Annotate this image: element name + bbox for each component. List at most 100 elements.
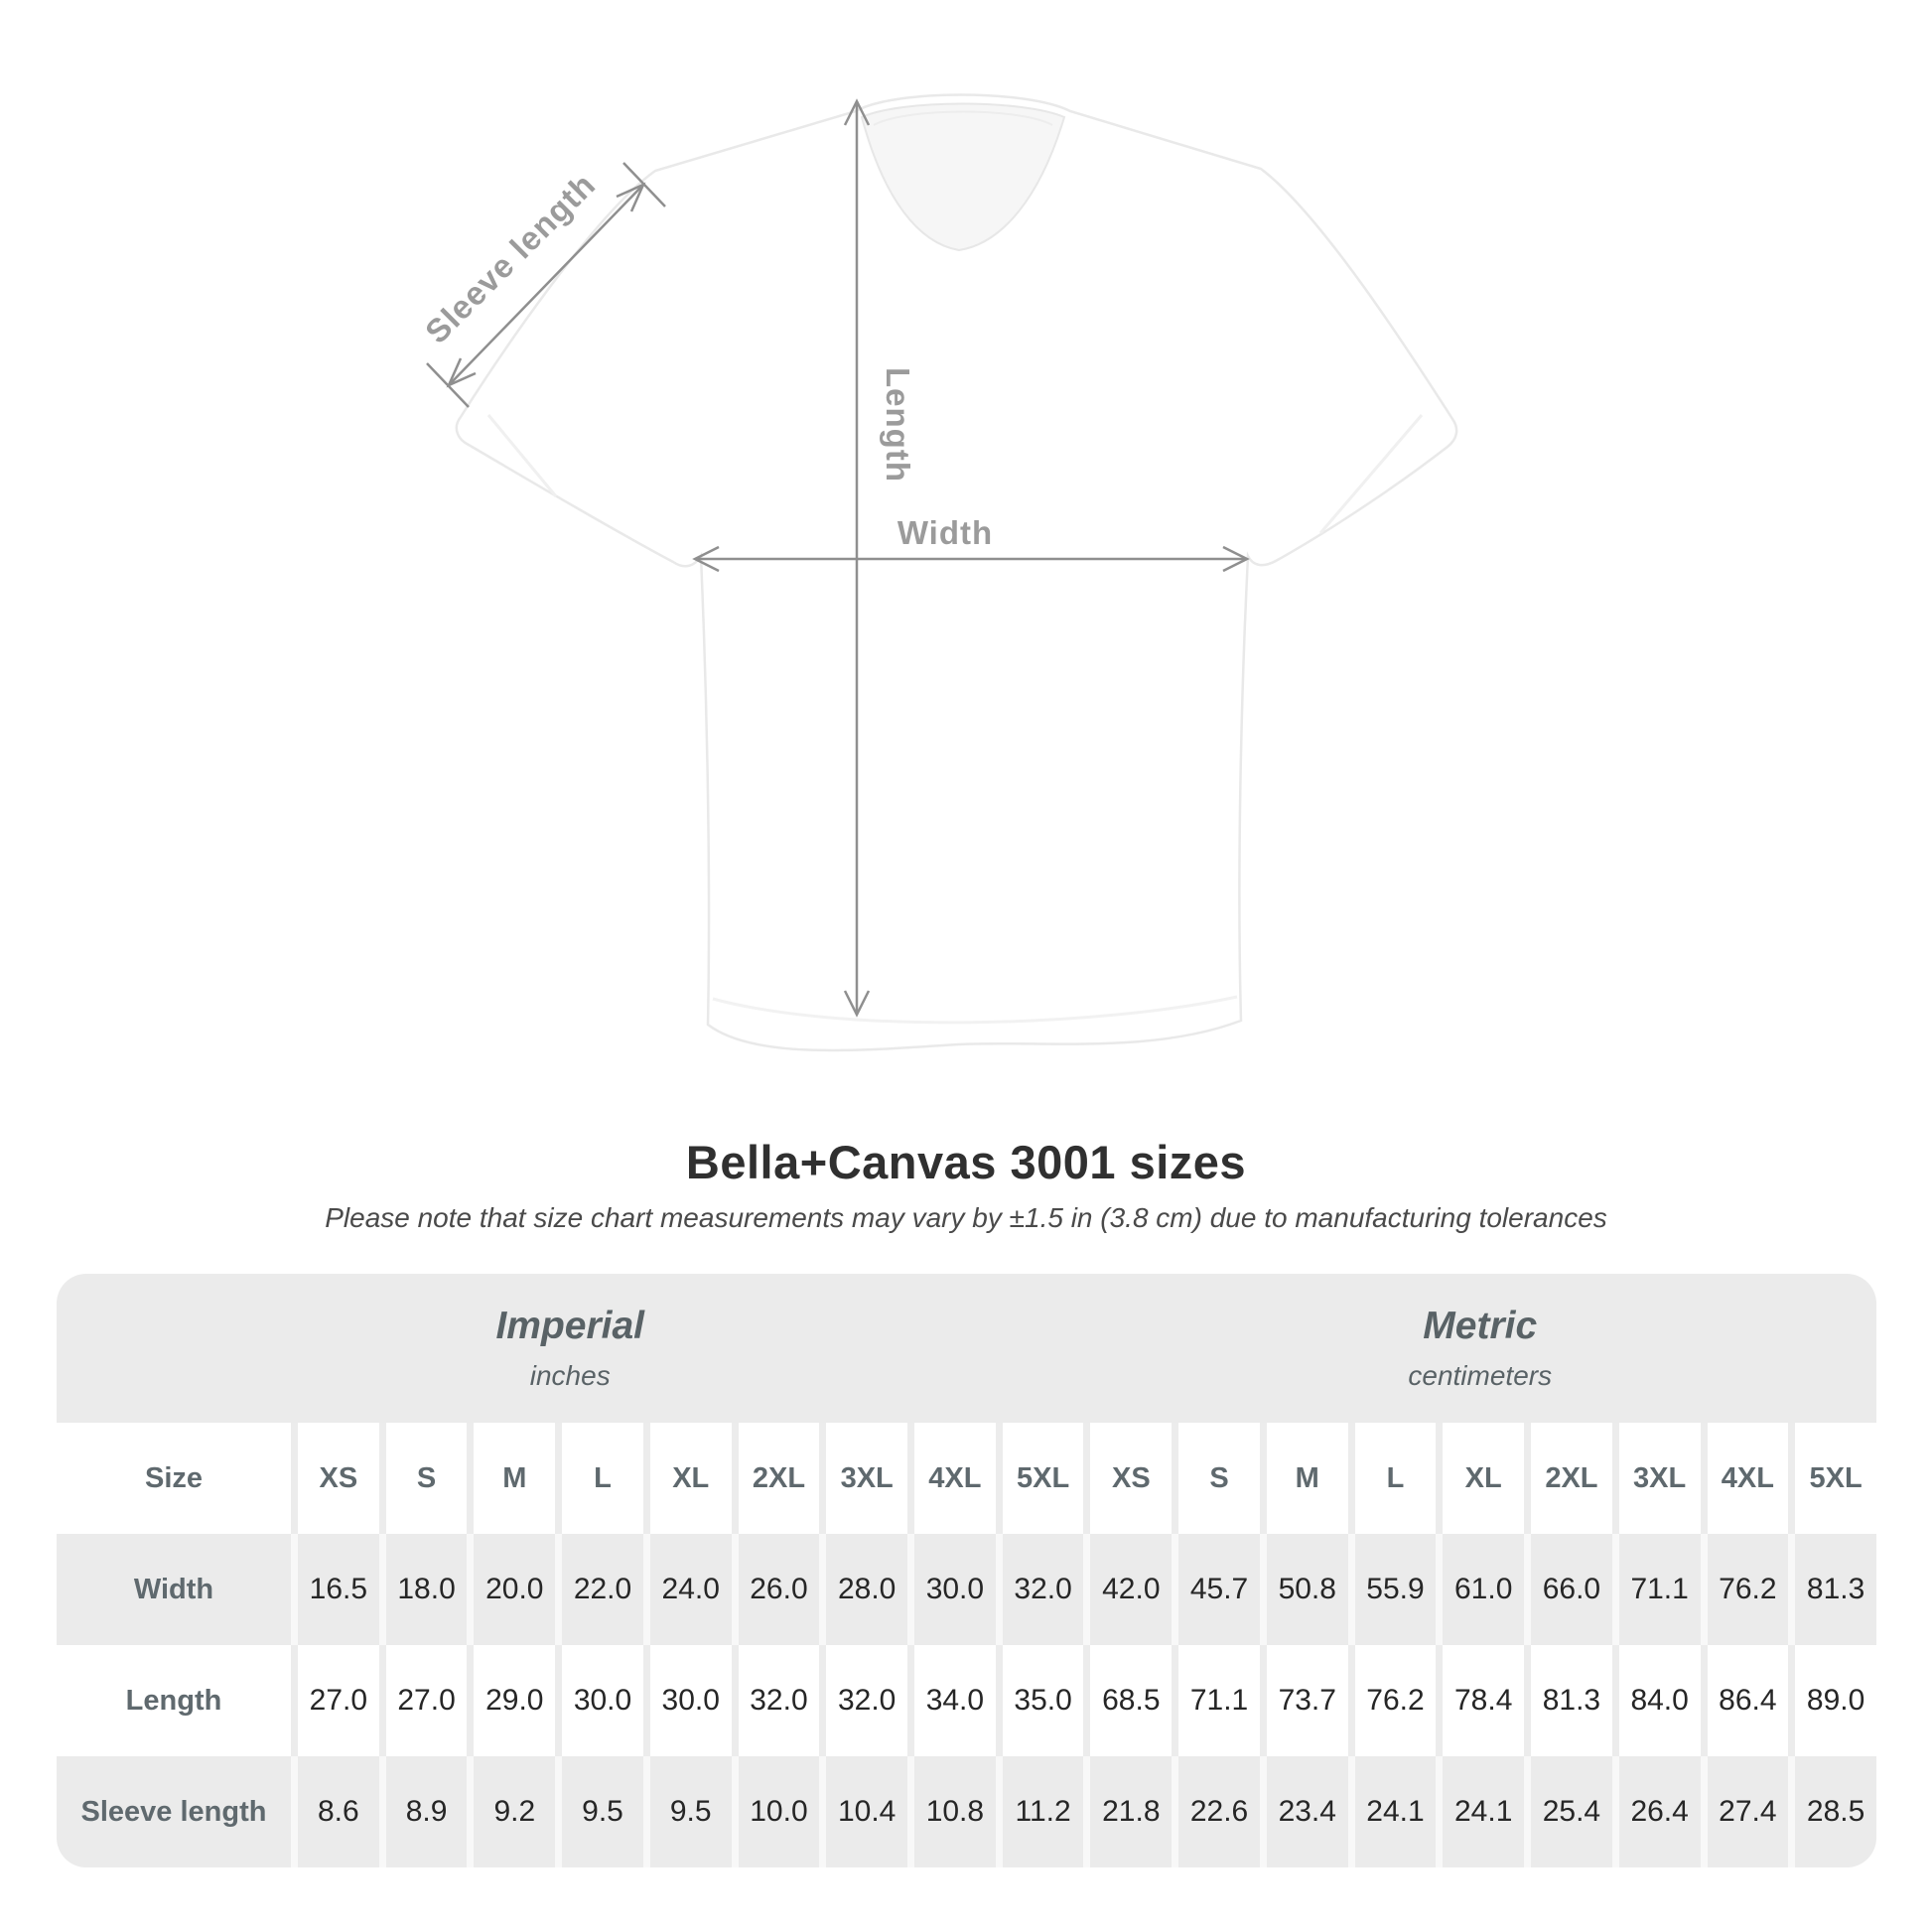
size-col-header: 2XL xyxy=(731,1423,820,1534)
length-label: Length xyxy=(880,367,916,483)
metric-group-header: Metric centimeters xyxy=(1083,1274,1876,1423)
tshirt-collar-seam xyxy=(873,110,1053,126)
size-col-header: L xyxy=(555,1423,643,1534)
table-cell: 81.3 xyxy=(1788,1534,1876,1645)
table-cell: 42.0 xyxy=(1083,1534,1173,1645)
table-cell: 20.0 xyxy=(467,1534,556,1645)
table-cell: 18.0 xyxy=(378,1534,468,1645)
tshirt-bottom-hem xyxy=(712,995,1238,1025)
table-cell: 34.0 xyxy=(907,1645,996,1756)
table-cell: 24.1 xyxy=(1347,1756,1437,1867)
table-cell: 24.0 xyxy=(642,1534,732,1645)
table-cell: 27.4 xyxy=(1700,1756,1789,1867)
imperial-unit: inches xyxy=(529,1360,611,1391)
table-cell: 8.6 xyxy=(291,1756,379,1867)
size-col-header: 2XL xyxy=(1524,1423,1612,1534)
tshirt-illustration xyxy=(455,93,1458,1052)
width-arrow xyxy=(692,545,1250,573)
table-cell: 32.0 xyxy=(819,1645,908,1756)
table-cell: 26.4 xyxy=(1611,1756,1701,1867)
metric-unit: centimeters xyxy=(1408,1360,1553,1391)
imperial-group-header: Imperial inches xyxy=(57,1274,1084,1423)
table-cell: 27.0 xyxy=(378,1645,468,1756)
table-cell: 28.5 xyxy=(1788,1756,1876,1867)
tshirt-body-shape xyxy=(455,93,1458,1052)
table-cell: 21.8 xyxy=(1083,1756,1173,1867)
size-col-header: 4XL xyxy=(1700,1423,1789,1534)
table-cell: 50.8 xyxy=(1259,1534,1348,1645)
table-cell: 27.0 xyxy=(291,1645,379,1756)
size-col-header: XL xyxy=(1436,1423,1525,1534)
table-cell: 24.1 xyxy=(1436,1756,1525,1867)
table-cell: 61.0 xyxy=(1436,1534,1525,1645)
size-col-header: 3XL xyxy=(1611,1423,1701,1534)
table-cell: 45.7 xyxy=(1172,1534,1260,1645)
table-cell: 9.5 xyxy=(555,1756,643,1867)
width-label: Width xyxy=(897,514,993,551)
table-cell: 73.7 xyxy=(1259,1645,1348,1756)
table-cell: 29.0 xyxy=(467,1645,556,1756)
table-cell: 76.2 xyxy=(1347,1645,1437,1756)
table-cell: 8.9 xyxy=(378,1756,468,1867)
row-label: Sleeve length xyxy=(57,1756,291,1867)
table-cell: 32.0 xyxy=(731,1645,820,1756)
table-cell: 30.0 xyxy=(555,1645,643,1756)
size-header-row: Size XS S M L XL 2XL 3XL 4XL 5XL XS S M … xyxy=(57,1423,1876,1534)
table-cell: 35.0 xyxy=(995,1645,1084,1756)
table-cell: 68.5 xyxy=(1083,1645,1173,1756)
sleeve-length-row: Sleeve length 8.6 8.9 9.2 9.5 9.5 10.0 1… xyxy=(57,1756,1876,1867)
table-cell: 22.6 xyxy=(1172,1756,1260,1867)
table-cell: 71.1 xyxy=(1172,1645,1260,1756)
table-cell: 89.0 xyxy=(1788,1645,1876,1756)
table-cell: 66.0 xyxy=(1524,1534,1612,1645)
table-cell: 26.0 xyxy=(731,1534,820,1645)
row-label: Length xyxy=(57,1645,291,1756)
width-row: Width 16.5 18.0 20.0 22.0 24.0 26.0 28.0… xyxy=(57,1534,1876,1645)
size-col-header: S xyxy=(1172,1423,1260,1534)
table-cell: 23.4 xyxy=(1259,1756,1348,1867)
size-col-header: XL xyxy=(642,1423,732,1534)
table-cell: 10.4 xyxy=(819,1756,908,1867)
size-table: Imperial inches Metric centimeters Size … xyxy=(57,1274,1876,1867)
size-col-header: 5XL xyxy=(1788,1423,1876,1534)
table-cell: 32.0 xyxy=(995,1534,1084,1645)
table-cell: 16.5 xyxy=(291,1534,379,1645)
length-row: Length 27.0 27.0 29.0 30.0 30.0 32.0 32.… xyxy=(57,1645,1876,1756)
size-col-header: S xyxy=(378,1423,468,1534)
table-cell: 86.4 xyxy=(1700,1645,1789,1756)
size-col-header: 3XL xyxy=(819,1423,908,1534)
unit-group-header-row: Imperial inches Metric centimeters xyxy=(57,1274,1876,1423)
table-cell: 30.0 xyxy=(907,1534,996,1645)
table-cell: 81.3 xyxy=(1524,1645,1612,1756)
table-cell: 9.5 xyxy=(642,1756,732,1867)
table-cell: 10.0 xyxy=(731,1756,820,1867)
table-cell: 71.1 xyxy=(1611,1534,1701,1645)
size-col-header: XS xyxy=(1083,1423,1173,1534)
size-col-header: XS xyxy=(291,1423,379,1534)
table-cell: 22.0 xyxy=(555,1534,643,1645)
sleeve-length-arrow xyxy=(426,162,666,408)
tshirt-measurement-diagram: Sleeve length Length Width xyxy=(418,93,1458,1052)
size-corner-label: Size xyxy=(57,1423,291,1534)
tshirt-left-sleeve-hem xyxy=(486,414,558,497)
table-cell: 78.4 xyxy=(1436,1645,1525,1756)
table-cell: 25.4 xyxy=(1524,1756,1612,1867)
table-cell: 10.8 xyxy=(907,1756,996,1867)
table-cell: 84.0 xyxy=(1611,1645,1701,1756)
size-col-header: 4XL xyxy=(907,1423,996,1534)
table-cell: 11.2 xyxy=(995,1756,1084,1867)
tolerance-note: Please note that size chart measurements… xyxy=(325,1202,1607,1233)
table-cell: 55.9 xyxy=(1347,1534,1437,1645)
size-col-header: M xyxy=(467,1423,556,1534)
table-cell: 28.0 xyxy=(819,1534,908,1645)
metric-label: Metric xyxy=(1423,1305,1538,1347)
page-title: Bella+Canvas 3001 sizes xyxy=(685,1136,1247,1188)
tshirt-right-sleeve-hem xyxy=(1318,414,1424,534)
size-col-header: L xyxy=(1347,1423,1437,1534)
tshirt-neck-opening xyxy=(860,102,1066,252)
size-col-header: 5XL xyxy=(995,1423,1084,1534)
row-label: Width xyxy=(57,1534,291,1645)
table-cell: 30.0 xyxy=(642,1645,732,1756)
table-cell: 76.2 xyxy=(1700,1534,1789,1645)
